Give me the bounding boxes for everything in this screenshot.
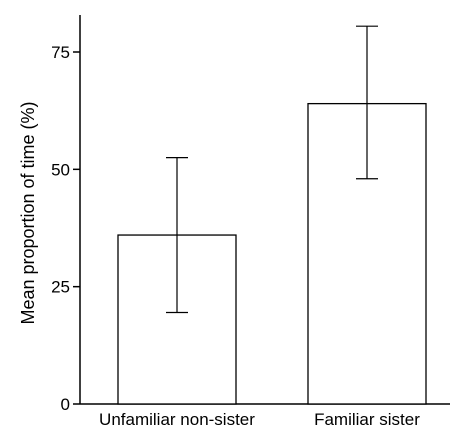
y-tick-label: 75 (51, 43, 70, 62)
y-tick-label: 0 (61, 395, 70, 414)
error-bars (166, 25, 378, 314)
bars (117, 102, 427, 405)
error-bar (166, 157, 188, 314)
error-bar (356, 25, 378, 180)
y-ticks: 0 25 50 75 (51, 43, 80, 414)
x-tick-label: Familiar sister (314, 410, 420, 429)
x-tick-label: Unfamiliar non-sister (99, 410, 255, 429)
y-tick-label: 50 (51, 160, 70, 179)
y-axis-title: Mean proportion of time (%) (18, 101, 38, 324)
x-tick-labels: Unfamiliar non-sister Familiar sister (99, 410, 420, 429)
y-tick-label: 25 (51, 278, 70, 297)
